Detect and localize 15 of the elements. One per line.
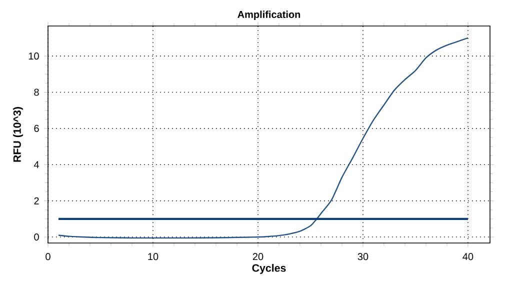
x-tick-label: 0 (46, 253, 50, 260)
x-tick-label: 40 (462, 253, 474, 260)
y-tick-label: 8 (34, 88, 39, 96)
line-series (58, 37, 469, 239)
y-tick-label: 0 (34, 233, 39, 241)
y-tick-label: 4 (34, 161, 40, 168)
x-tick-label: 10 (148, 253, 158, 260)
x-tick-label: 30 (358, 253, 368, 260)
y-tick-label: 2 (34, 197, 39, 204)
chart-title: Amplification (238, 10, 300, 20)
x-tick-label: 20 (252, 253, 264, 260)
y-tick-label: 10 (28, 52, 39, 60)
x-axis-title: Cycles (252, 264, 286, 274)
y-axis-title: RFU (10^3) (13, 107, 24, 162)
y-tick-label: 6 (34, 124, 39, 132)
